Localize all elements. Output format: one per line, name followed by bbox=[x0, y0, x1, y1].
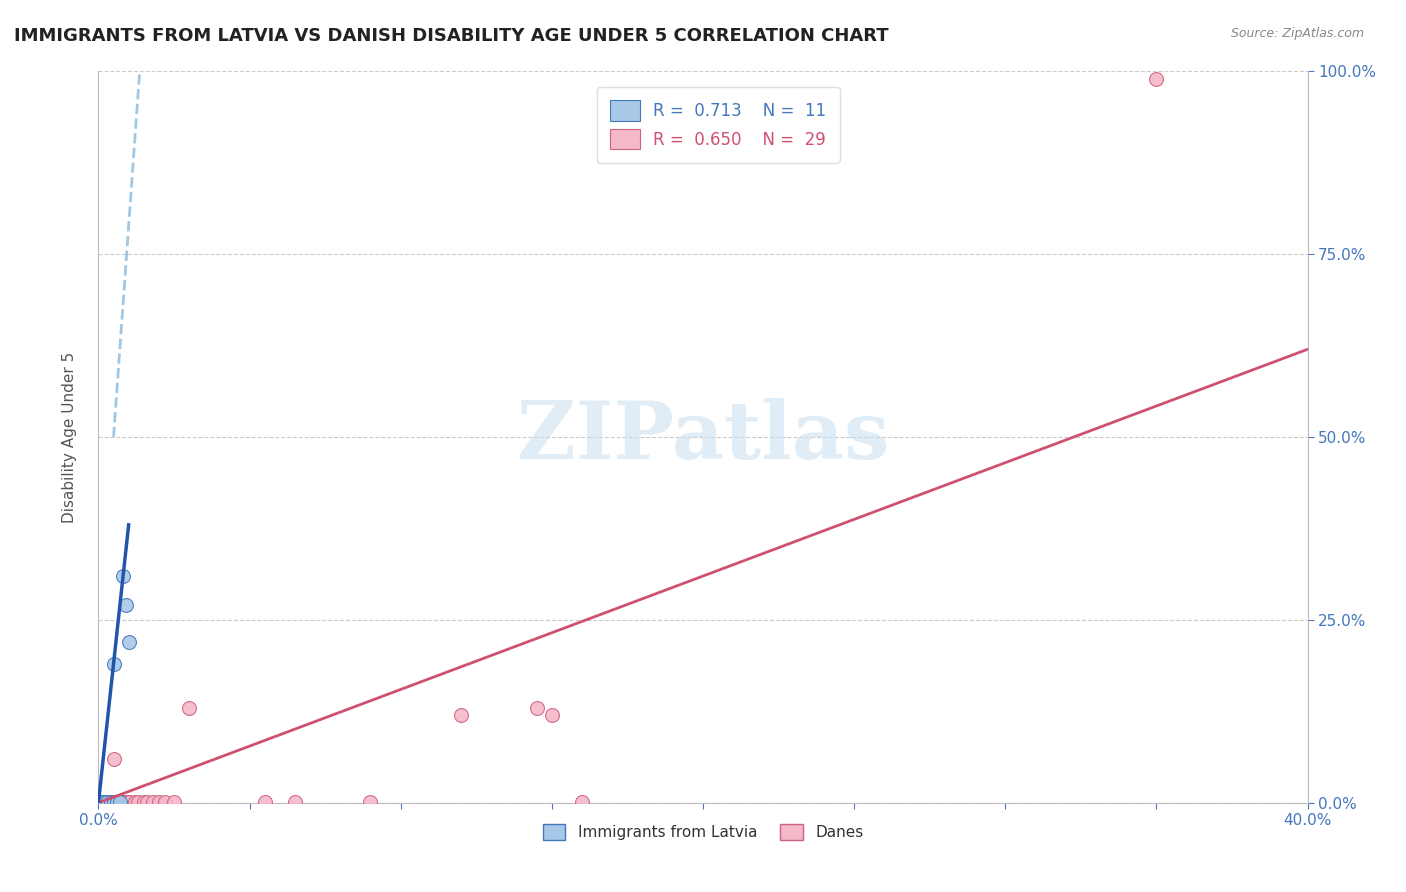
Point bbox=[153, 795, 176, 809]
Point bbox=[100, 795, 122, 809]
Point bbox=[96, 795, 118, 809]
Text: IMMIGRANTS FROM LATVIA VS DANISH DISABILITY AGE UNDER 5 CORRELATION CHART: IMMIGRANTS FROM LATVIA VS DANISH DISABIL… bbox=[14, 27, 889, 45]
Point bbox=[118, 795, 141, 809]
Point bbox=[540, 708, 562, 723]
Point bbox=[1144, 71, 1167, 86]
Point bbox=[90, 795, 112, 809]
Point bbox=[103, 657, 125, 671]
Point bbox=[253, 795, 276, 809]
Text: Source: ZipAtlas.com: Source: ZipAtlas.com bbox=[1230, 27, 1364, 40]
Point bbox=[111, 795, 134, 809]
Point bbox=[105, 795, 128, 809]
Point bbox=[93, 795, 115, 809]
Point bbox=[108, 795, 131, 809]
Point bbox=[111, 569, 134, 583]
Point bbox=[135, 795, 157, 809]
Point bbox=[90, 795, 112, 809]
Point bbox=[148, 795, 170, 809]
Point bbox=[96, 795, 118, 809]
Point bbox=[96, 795, 118, 809]
Point bbox=[284, 795, 307, 809]
Point bbox=[132, 795, 155, 809]
Point bbox=[103, 795, 125, 809]
Point bbox=[360, 795, 382, 809]
Point bbox=[179, 700, 201, 714]
Point bbox=[118, 795, 141, 809]
Point bbox=[93, 795, 115, 809]
Point bbox=[142, 795, 165, 809]
Point bbox=[124, 795, 146, 809]
Point bbox=[114, 795, 136, 809]
Text: ZIPatlas: ZIPatlas bbox=[517, 398, 889, 476]
Point bbox=[108, 795, 131, 809]
Point bbox=[163, 795, 186, 809]
Point bbox=[100, 795, 122, 809]
Point bbox=[526, 700, 548, 714]
Point bbox=[571, 795, 593, 809]
Point bbox=[450, 708, 472, 723]
Point bbox=[127, 795, 149, 809]
Legend: Immigrants from Latvia, Danes: Immigrants from Latvia, Danes bbox=[537, 818, 869, 847]
Y-axis label: Disability Age Under 5: Disability Age Under 5 bbox=[62, 351, 77, 523]
Point bbox=[105, 795, 128, 809]
Point bbox=[114, 599, 136, 613]
Point bbox=[103, 752, 125, 766]
Point bbox=[118, 635, 141, 649]
